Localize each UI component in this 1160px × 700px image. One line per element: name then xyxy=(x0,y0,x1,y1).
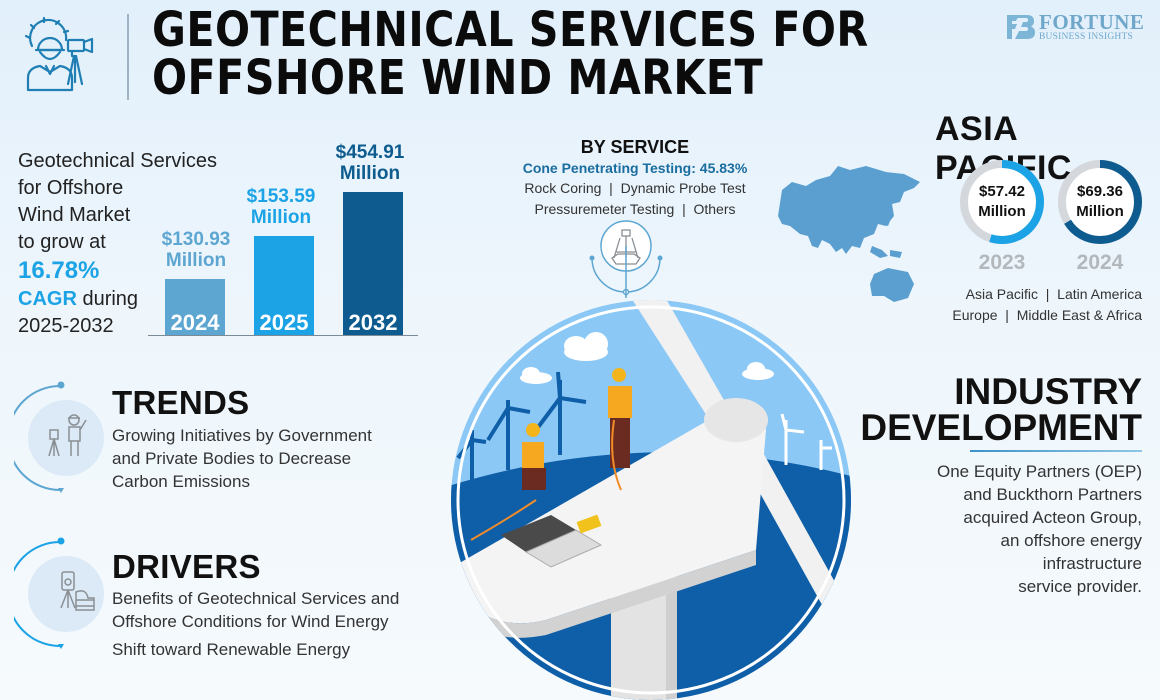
trends-line-2: and Private Bodies to Decrease xyxy=(112,449,352,468)
trends-line-1: Growing Initiatives by Government xyxy=(112,426,372,445)
engineer-with-tripod-icon xyxy=(48,414,87,457)
page-title: GEOTECHNICAL SERVICES FOR OFFSHORE WIND … xyxy=(152,6,869,102)
growth-line-1: Geotechnical Services xyxy=(18,150,217,172)
forecast-period: 2025-2032 xyxy=(18,315,114,337)
donut-year-2023: 2023 xyxy=(978,251,1026,274)
trends-description: Growing Initiatives by Government and Pr… xyxy=(112,424,372,493)
bar-year-label: 2024 xyxy=(170,310,220,335)
cagr-suffix: during xyxy=(76,288,139,310)
bar-unit: Million xyxy=(339,163,401,184)
page-title-line-2: OFFSHORE WIND MARKET xyxy=(152,50,764,106)
region-list: Asia Pacific | Latin America Europe | Mi… xyxy=(930,284,1142,326)
donut-year-2024: 2024 xyxy=(1076,251,1124,274)
industry-divider xyxy=(970,450,1142,452)
page-title-line-1: GEOTECHNICAL SERVICES FOR xyxy=(152,2,869,58)
drivers-line-2: Offshore Conditions for Wind Energy xyxy=(112,612,389,631)
donut-amount: $57.42 xyxy=(979,183,1025,200)
brand-logo: FORTUNE BUSINESS INSIGHTS xyxy=(1005,12,1144,43)
drivers-icon-group xyxy=(7,534,114,654)
donut-ring xyxy=(960,160,1044,244)
donut-2024: $69.36 Million xyxy=(1056,158,1144,246)
connector-line xyxy=(624,246,628,296)
drivers-line-3: Shift toward Renewable Energy xyxy=(112,640,351,659)
cagr-value: 16.78% xyxy=(18,257,100,284)
chart-baseline xyxy=(148,334,418,336)
industry-title-line-1: INDUSTRY xyxy=(954,371,1142,412)
bar-value: $130.93 xyxy=(161,229,231,250)
market-growth-summary: Geotechnical Services for Offshore Wind … xyxy=(18,148,228,340)
trends-line-3: Carbon Emissions xyxy=(112,472,250,491)
industry-line-6: service provider. xyxy=(1018,577,1142,596)
industry-development-description: One Equity Partners (OEP) and Buckthorn … xyxy=(880,460,1142,598)
growth-line-4: to grow at xyxy=(18,231,106,253)
donut-unit: Million xyxy=(1076,203,1124,220)
bar-unit: Million xyxy=(165,250,227,271)
brand-name: FORTUNE xyxy=(1039,10,1145,34)
asia-pacific-map-icon xyxy=(778,150,928,310)
bar-value-label-2032: $454.91 Million xyxy=(320,142,420,184)
bar-value: $454.91 xyxy=(335,142,405,163)
bar-year-label: 2032 xyxy=(348,310,398,335)
cagr-label: CAGR xyxy=(18,288,77,310)
industry-line-4: an offshore energy xyxy=(1000,531,1142,550)
trends-title: TRENDS xyxy=(112,384,250,421)
industry-line-1: One Equity Partners (OEP) xyxy=(936,462,1142,481)
donut-ring xyxy=(1058,160,1142,244)
industry-line-2: and Buckthorn Partners xyxy=(963,485,1142,504)
service-heading: BY SERVICE xyxy=(580,137,690,157)
donut-unit: Million xyxy=(978,203,1026,220)
donut-2023: $57.42 Million xyxy=(958,158,1046,246)
service-lead-segment: Cone Penetrating Testing: 45.83% xyxy=(522,160,748,176)
region-list-line-2: Europe | Middle East & Africa xyxy=(952,307,1142,323)
header-divider xyxy=(127,14,129,100)
drivers-description: Benefits of Geotechnical Services and Of… xyxy=(112,587,399,661)
industry-development-title: INDUSTRY DEVELOPMENT xyxy=(860,371,1142,448)
wind-turbine-illustration xyxy=(436,290,866,700)
trends-icon-group xyxy=(7,378,114,498)
industry-line-3: acquired Acteon Group, xyxy=(963,508,1142,527)
bar-value: $153.59 xyxy=(246,186,316,207)
bar-year-label: 2025 xyxy=(259,310,309,335)
brand-tagline: BUSINESS INSIGHTS xyxy=(1039,32,1133,42)
industry-line-5: infrastructure xyxy=(1042,554,1142,573)
bar-value-label-2024: $130.93 Million xyxy=(146,229,246,271)
bar-2024: 2024 xyxy=(165,279,225,335)
by-service-section: BY SERVICE Cone Penetrating Testing: 45.… xyxy=(500,136,770,220)
engineer-with-survey-camera-icon xyxy=(18,14,98,94)
donut-value: $57.42 Million xyxy=(958,182,1046,222)
service-segments-line-2: Pressuremeter Testing | Others xyxy=(534,201,736,217)
bar-value-label-2025: $153.59 Million xyxy=(231,186,331,228)
growth-line-3: Wind Market xyxy=(18,204,131,226)
service-segments-line-1: Rock Coring | Dynamic Probe Test xyxy=(524,180,746,196)
donut-amount: $69.36 xyxy=(1077,183,1123,200)
bar-2025: 2025 xyxy=(254,236,314,335)
drivers-line-1: Benefits of Geotechnical Services and xyxy=(112,589,400,608)
donut-value: $69.36 Million xyxy=(1056,182,1144,222)
region-list-line-1: Asia Pacific | Latin America xyxy=(965,286,1142,302)
industry-title-line-2: DEVELOPMENT xyxy=(860,407,1142,448)
growth-line-2: for Offshore xyxy=(18,177,124,199)
bar-2032: 2032 xyxy=(343,192,403,335)
theodolite-with-soil-layers-icon xyxy=(60,571,95,611)
market-size-bar-chart: $130.93 Million 2024 $153.59 Million 202… xyxy=(146,135,420,336)
fortune-logo-mark-icon xyxy=(1007,15,1035,40)
drivers-title: DRIVERS xyxy=(112,548,261,585)
bar-unit: Million xyxy=(250,207,312,228)
